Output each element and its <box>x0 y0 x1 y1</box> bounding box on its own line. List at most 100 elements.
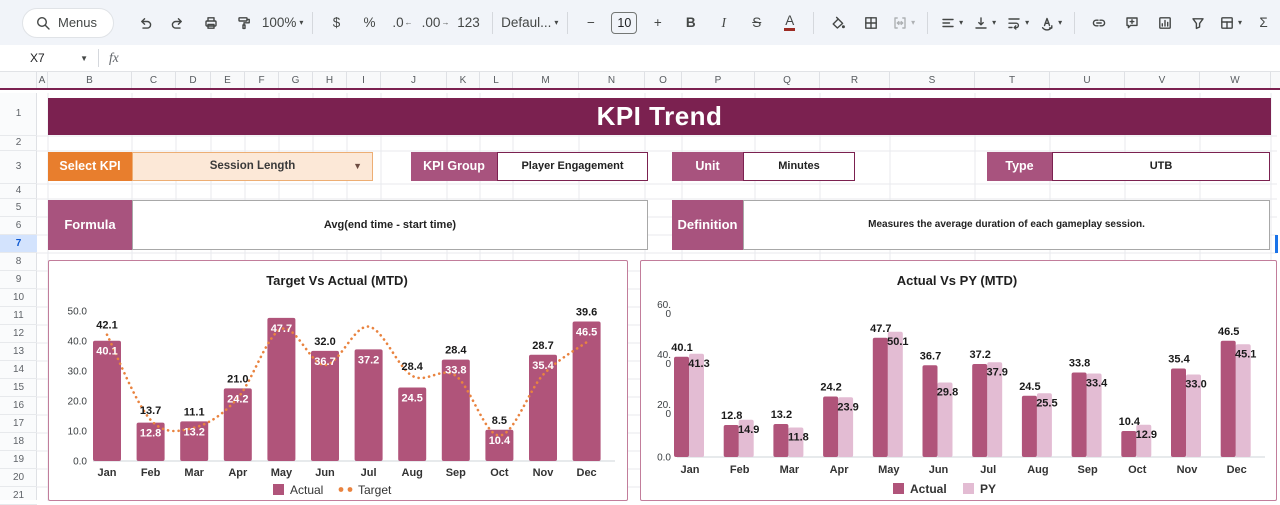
decrease-font-size-button[interactable]: − <box>578 10 604 36</box>
column-header-Q[interactable]: Q <box>755 72 820 88</box>
increase-font-size-button[interactable]: + <box>645 10 671 36</box>
row-header-21[interactable]: 21 <box>0 487 37 505</box>
column-header-V[interactable]: V <box>1125 72 1200 88</box>
row-header-1[interactable]: 1 <box>0 93 37 136</box>
zoom-select[interactable]: 100% ▾ <box>262 10 304 36</box>
target-vs-actual-chart: Target Vs Actual (MTD) 50.0 40.0 30.0 20.0 10… <box>68 273 615 497</box>
name-box[interactable]: X7 ▼ <box>0 51 88 65</box>
column-header-P[interactable]: P <box>682 72 755 88</box>
bar-feb-actual <box>136 422 165 461</box>
insert-link-button[interactable] <box>1086 10 1112 36</box>
column-header-N[interactable]: N <box>579 72 645 88</box>
column-header-S[interactable]: S <box>890 72 975 88</box>
column-header-K[interactable]: K <box>447 72 480 88</box>
column-header-O[interactable]: O <box>645 72 682 88</box>
caret-down-icon[interactable]: ▾ <box>1025 18 1030 27</box>
functions-button[interactable]: Σ <box>1251 10 1277 36</box>
row-header-4[interactable]: 4 <box>0 184 37 199</box>
caret-down-icon[interactable]: ▾ <box>959 18 964 27</box>
font-select[interactable]: Defaul... ▾ <box>501 10 559 36</box>
column-header-T[interactable]: T <box>975 72 1050 88</box>
caret-down-icon[interactable]: ▾ <box>911 18 916 27</box>
column-header-C[interactable]: C <box>132 72 176 88</box>
row-header-7[interactable]: 7 <box>0 234 37 253</box>
select-kpi-dropdown[interactable]: Session Length ▼ <box>132 151 373 181</box>
increase-decimals-button[interactable]: .00 → <box>422 10 450 36</box>
merge-cells-button[interactable]: ▾ <box>891 10 917 36</box>
svg-text:11.8: 11.8 <box>788 431 809 443</box>
column-header-E[interactable]: E <box>211 72 245 88</box>
corner-cell[interactable] <box>0 72 37 88</box>
svg-text:41.3: 41.3 <box>688 357 709 369</box>
column-header-D[interactable]: D <box>176 72 211 88</box>
row-header-10[interactable]: 10 <box>0 289 37 307</box>
row-header-19[interactable]: 19 <box>0 451 37 469</box>
italic-button[interactable]: I <box>711 10 737 36</box>
column-header-M[interactable]: M <box>513 72 579 88</box>
row-header-11[interactable]: 11 <box>0 307 37 325</box>
print-button[interactable] <box>198 10 224 36</box>
column-header-R[interactable]: R <box>820 72 890 88</box>
row-header-8[interactable]: 8 <box>0 253 37 271</box>
font-size-input[interactable]: 10 <box>611 11 638 34</box>
row-header-9[interactable]: 9 <box>0 271 37 289</box>
caret-down-icon[interactable]: ▾ <box>992 18 997 27</box>
grid-body[interactable]: 1 2 3 4 5 6 7 8 9 10 11 12 13 14 15 16 17 18 19 20 21 KPI Tr… <box>0 92 1280 505</box>
fill-color-button[interactable] <box>825 10 851 36</box>
column-header-J[interactable]: J <box>381 72 447 88</box>
text-rotation-button[interactable]: ▾ <box>1038 10 1064 36</box>
name-box-caret-icon[interactable]: ▼ <box>80 53 88 63</box>
paint-format-button[interactable] <box>231 10 257 36</box>
format-currency-button[interactable]: $ <box>324 10 350 36</box>
row-header-12[interactable]: 12 <box>0 325 37 343</box>
row-header-14[interactable]: 14 <box>0 361 37 379</box>
insert-chart-button[interactable] <box>1152 10 1178 36</box>
strikethrough-button[interactable]: S <box>744 10 770 36</box>
redo-button[interactable] <box>165 10 191 36</box>
row-header-3[interactable]: 3 <box>0 151 37 184</box>
format-percent-button[interactable]: % <box>357 10 383 36</box>
caret-down-icon[interactable]: ▾ <box>1238 18 1243 27</box>
decrease-decimals-button[interactable]: .0 ← <box>390 10 416 36</box>
row-header-2[interactable]: 2 <box>0 136 37 151</box>
svg-text:24.2: 24.2 <box>820 381 841 393</box>
borders-button[interactable] <box>858 10 884 36</box>
row-header-5[interactable]: 5 <box>0 199 37 217</box>
create-filter-button[interactable] <box>1185 10 1211 36</box>
svg-text:Target: Target <box>358 483 392 497</box>
caret-down-icon[interactable]: ▾ <box>554 18 559 27</box>
column-header-L[interactable]: L <box>480 72 513 88</box>
more-formats-button[interactable]: 123 <box>456 10 482 36</box>
bar-jul-py <box>987 361 1003 457</box>
undo-button[interactable] <box>132 10 158 36</box>
insert-comment-button[interactable] <box>1119 10 1145 36</box>
column-header-W[interactable]: W <box>1200 72 1271 88</box>
bar-jan-py <box>689 353 704 457</box>
vertical-align-button[interactable]: ▾ <box>972 10 998 36</box>
row-header-15[interactable]: 15 <box>0 379 37 397</box>
row-header-18[interactable]: 18 <box>0 433 37 451</box>
column-header-F[interactable]: F <box>245 72 279 88</box>
column-header-A[interactable]: A <box>37 72 48 88</box>
column-header-B[interactable]: B <box>48 72 132 88</box>
horizontal-align-button[interactable]: ▾ <box>939 10 965 36</box>
column-header-U[interactable]: U <box>1050 72 1125 88</box>
column-header-I[interactable]: I <box>347 72 381 88</box>
column-header-G[interactable]: G <box>279 72 313 88</box>
caret-down-icon[interactable]: ▾ <box>299 18 304 27</box>
filter-icon <box>1191 17 1204 29</box>
svg-text:12.8: 12.8 <box>721 410 742 422</box>
svg-text:39.6: 39.6 <box>576 306 597 318</box>
column-header-H[interactable]: H <box>313 72 347 88</box>
table-views-button[interactable]: ▾ <box>1218 10 1244 36</box>
row-header-20[interactable]: 20 <box>0 469 37 487</box>
text-wrap-button[interactable]: ▾ <box>1005 10 1031 36</box>
row-header-17[interactable]: 17 <box>0 415 37 433</box>
bold-button[interactable]: B <box>678 10 704 36</box>
menus-button[interactable]: Menus <box>22 7 115 38</box>
row-header-16[interactable]: 16 <box>0 397 37 415</box>
text-color-button[interactable]: A <box>777 10 803 36</box>
row-header-13[interactable]: 13 <box>0 343 37 361</box>
row-header-6[interactable]: 6 <box>0 217 37 235</box>
caret-down-icon[interactable]: ▾ <box>1058 18 1063 27</box>
